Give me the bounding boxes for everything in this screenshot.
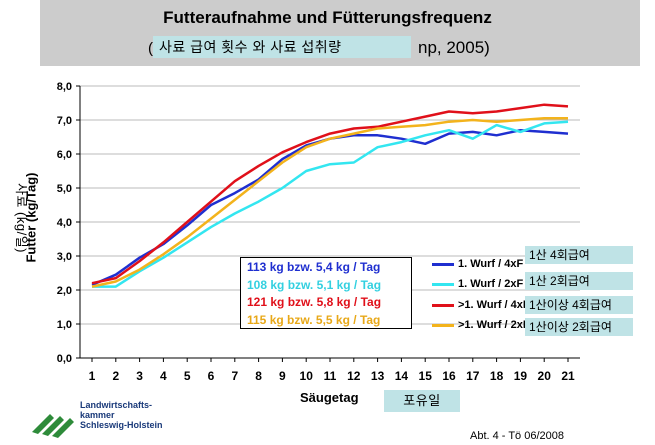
x-tick-label: 5 (184, 369, 191, 383)
y-tick-label: 5,0 (57, 183, 72, 195)
x-tick-label: 6 (208, 369, 215, 383)
x-tick-label: 9 (279, 369, 286, 383)
chart-title: Futteraufnahme und Fütterungsfrequenz (163, 8, 492, 27)
y-tick-label: 2,0 (57, 285, 72, 297)
legend-ko-1: 1산 4회급여 (525, 246, 633, 264)
x-tick-label: 4 (160, 369, 167, 383)
korean-title-label: 사료 급여 횟수 와 사료 섭취량 (153, 36, 411, 58)
legend-ko-4: 1산이상 2회급여 (525, 318, 633, 336)
legend-item-1: 1. Wurf / 4xF (432, 258, 523, 274)
x-tick-label: 10 (300, 369, 314, 383)
y-tick-label: 8,0 (57, 81, 72, 93)
legend-label: 1. Wurf / 2xF (458, 278, 524, 290)
legend-ko-3: 1산이상 4회급여 (525, 296, 633, 314)
x-tick-label: 11 (324, 369, 337, 383)
y-tick-label: 7,0 (57, 115, 72, 127)
x-tick-label: 12 (347, 369, 361, 383)
legend-swatch (432, 282, 454, 286)
x-tick-label: 8 (255, 369, 262, 383)
x-tick-label: 7 (231, 369, 238, 383)
x-tick-label: 16 (442, 369, 456, 383)
legend-ko-2: 1산 2회급여 (525, 272, 633, 290)
subtitle-bracket: ( (148, 40, 153, 57)
legend-item-4: >1. Wurf / 2xF (432, 319, 530, 335)
series-line-3 (91, 103, 569, 285)
legend-label: 1. Wurf / 4xF (458, 258, 524, 270)
logo-text: Landwirtschafts- kammer Schleswig-Holste… (80, 400, 163, 430)
x-tick-label: 20 (538, 369, 552, 383)
legend-label: >1. Wurf / 4xF (458, 299, 530, 311)
x-tick-label: 2 (112, 369, 119, 383)
summary-line-1: 113 kg bzw. 5,4 kg / Tag (247, 260, 381, 274)
x-tick-label: 1 (89, 369, 96, 383)
x-tick-label: 13 (371, 369, 385, 383)
legend: 1. Wurf / 4xF 1. Wurf / 2xF >1. Wurf / 4… (428, 250, 648, 336)
series-line-4 (91, 117, 568, 288)
x-tick-label: 21 (561, 369, 575, 383)
y-axis-label-ko: 사료 (kg/일) (14, 183, 29, 253)
legend-item-2: 1. Wurf / 2xF (432, 278, 523, 294)
x-axis-label-ko: 포유일 (384, 390, 460, 412)
logo-mark (32, 414, 74, 438)
subtitle-tail: np, 2005) (418, 38, 490, 57)
consumption-summary-box: 113 kg bzw. 5,4 kg / Tag 108 kg bzw. 5,1… (240, 257, 412, 329)
legend-item-3: >1. Wurf / 4xF (432, 299, 530, 315)
x-tick-label: 3 (136, 369, 143, 383)
summary-line-3: 121 kg bzw. 5,8 kg / Tag (247, 295, 382, 309)
y-tick-label: 6,0 (57, 149, 72, 161)
legend-swatch (432, 262, 454, 266)
summary-line-4: 115 kg bzw. 5,5 kg / Tag (247, 312, 381, 327)
summary-line-2: 108 kg bzw. 5,1 kg / Tag (247, 277, 382, 292)
x-tick-label: 17 (466, 369, 480, 383)
legend-label: >1. Wurf / 2xF (458, 319, 530, 331)
y-tick-label: 0,0 (57, 353, 72, 365)
y-tick-label: 3,0 (57, 251, 72, 263)
y-tick-label: 1,0 (57, 319, 72, 331)
x-tick-label: 14 (395, 369, 409, 383)
legend-swatch (432, 323, 454, 327)
x-axis-label: Säugetag (300, 390, 359, 405)
footer-note: Abt. 4 - Tö 06/2008 (470, 430, 564, 442)
x-tick-label: 19 (514, 369, 528, 383)
x-tick-label: 18 (490, 369, 504, 383)
y-tick-label: 4,0 (57, 217, 72, 229)
legend-swatch (432, 303, 454, 307)
series-line-2 (92, 120, 569, 288)
x-tick-label: 15 (419, 369, 433, 383)
